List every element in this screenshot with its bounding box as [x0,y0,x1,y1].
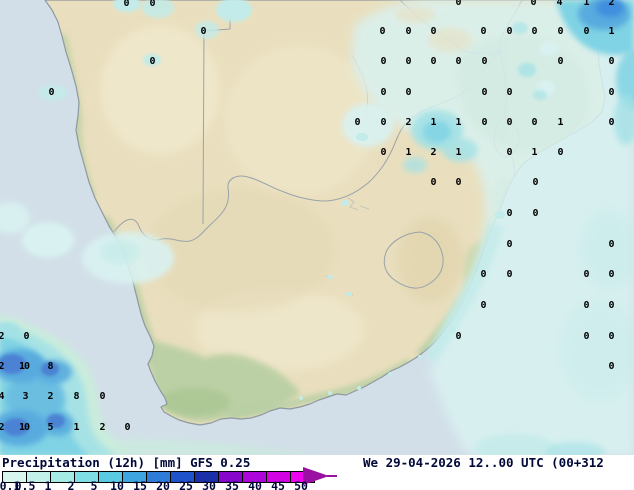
colorbar-label: 30 [202,479,216,490]
colorbar-label: 0.5 [14,479,36,490]
colorbar-label: 2 [67,479,75,490]
colorbar-cell [123,472,147,482]
colorbar-cell [243,472,267,482]
colorbar-label: 50 [294,479,308,490]
border-lesotho [383,231,444,289]
colorbar-cell [267,472,291,482]
colorbar-cell [3,472,27,482]
colorbar-cell [147,472,171,482]
colorbar-label: 45 [271,479,285,490]
border-orange-river [112,218,210,242]
colorbar-cell [195,472,219,482]
legend-title: Precipitation (12h) [mm] GFS 0.25 [2,455,251,472]
colorbar-cell [219,472,243,482]
colorbar-label: 15 [133,479,147,490]
colorbar-label: 1 [44,479,52,490]
colorbar-arrow [303,467,329,485]
colorbar-label: 10 [110,479,124,490]
legend-datetime: We 29-04-2026 12..00 UTC (00+312 [363,455,604,470]
colorbar-cell [51,472,75,482]
colorbar-label: 40 [248,479,262,490]
colorbar-labels: 0.1 0.5 1 2 5 10 15 20 25 30 35 40 45 50 [0,479,342,490]
colorbar-label: 35 [225,479,239,490]
colorbar-cell [75,472,99,482]
colorbar-cell [291,472,314,482]
precipitation-map [0,0,634,456]
precip-storm-southwest [0,314,310,456]
colorbar-cell [171,472,195,482]
precipitation-overlay [0,0,634,456]
colorbar-label: 5 [90,479,98,490]
colorbar-cell [27,472,51,482]
colorbar-label: 20 [156,479,170,490]
colorbar-cell [99,472,123,482]
colorbar [2,471,315,483]
colorbar-label: 25 [179,479,193,490]
precip-coastal-strip [424,222,504,364]
colorbar-label: 0.1 [0,479,21,490]
colorbar-arrow-tail [327,475,337,477]
legend-band: Precipitation (12h) [mm] GFS 0.25 We 29-… [0,455,634,490]
